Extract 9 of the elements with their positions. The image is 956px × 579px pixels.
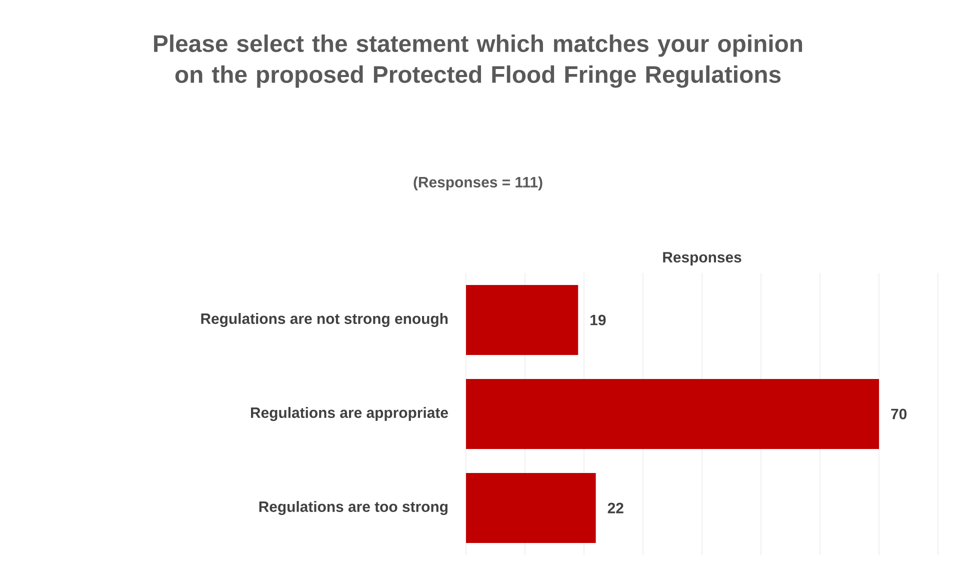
chart-title: Please select the statement which matches your opinion on the proposed Protected Flood Fringe Regulations [154, 34, 802, 88]
data-label: 70 [891, 408, 907, 420]
data-label: 19 [590, 314, 606, 326]
y-tick-label: Regulations are too strong [259, 501, 448, 516]
data-label: 22 [608, 502, 624, 514]
y-tick-label: Regulations are not strong enough [201, 313, 448, 328]
x-axis-title: Responses [663, 252, 742, 266]
y-tick-label: Regulations are appropriate [251, 407, 448, 422]
chart-subtitle: (Responses = 111) [414, 176, 542, 190]
